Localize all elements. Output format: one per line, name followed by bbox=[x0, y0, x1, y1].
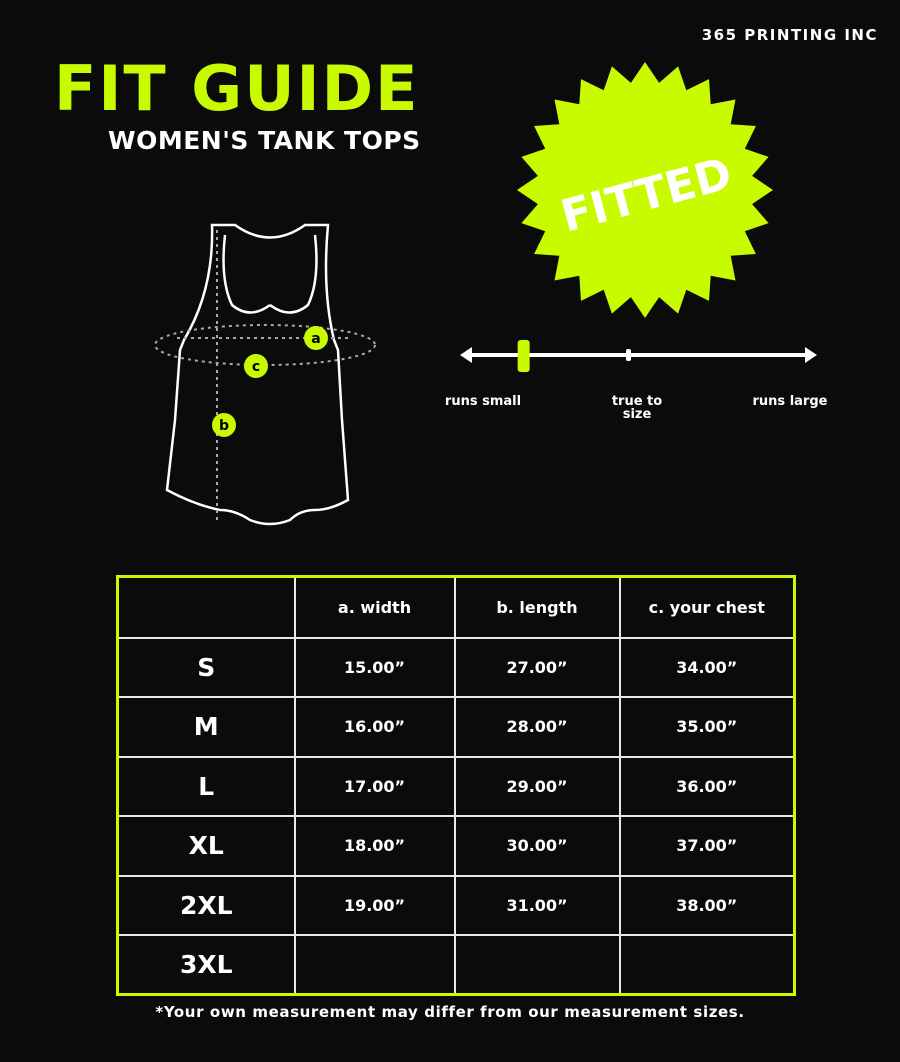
table-row: XL 18.00” 30.00” 37.00” bbox=[117, 815, 795, 877]
measure-label-c: c bbox=[244, 354, 268, 378]
measure-label-b: b bbox=[212, 413, 236, 437]
measurement-cell: 36.00” bbox=[618, 755, 795, 817]
size-cell: L bbox=[117, 755, 296, 817]
measurement-cell: 27.00” bbox=[453, 636, 621, 698]
arrow-left-icon bbox=[460, 347, 472, 363]
scale-label-large: runs large bbox=[752, 394, 828, 409]
scale-label-small: runs small bbox=[444, 394, 522, 409]
size-cell: 2XL bbox=[117, 874, 296, 936]
measurement-cell bbox=[453, 934, 621, 995]
measurement-cell: 30.00” bbox=[453, 815, 621, 877]
fitted-badge: FITTED bbox=[517, 62, 773, 318]
brand-name: 365 PRINTING INC bbox=[701, 26, 878, 44]
measurement-cell: 38.00” bbox=[618, 874, 795, 936]
measurement-cell: 18.00” bbox=[293, 815, 456, 877]
measurement-cell: 34.00” bbox=[618, 636, 795, 698]
size-cell: XL bbox=[117, 815, 296, 877]
measurement-cell: 16.00” bbox=[293, 696, 456, 758]
table-row: 3XL bbox=[117, 934, 795, 995]
label-b: b bbox=[219, 418, 229, 434]
header-cell: b. length bbox=[453, 576, 621, 639]
size-cell: 3XL bbox=[117, 934, 296, 995]
measurement-cell: 35.00” bbox=[618, 696, 795, 758]
page-title: FIT GUIDE bbox=[54, 52, 420, 125]
measurement-cell: 19.00” bbox=[293, 874, 456, 936]
measurement-cell bbox=[293, 934, 456, 995]
fit-marker bbox=[517, 340, 530, 372]
measurement-cell: 29.00” bbox=[453, 755, 621, 817]
measurement-cell: 28.00” bbox=[453, 696, 621, 758]
tank-outline bbox=[165, 223, 350, 526]
measure-lines bbox=[154, 230, 376, 520]
measurement-cell: 31.00” bbox=[453, 874, 621, 936]
arrow-right-icon bbox=[805, 347, 817, 363]
measurement-cell: 15.00” bbox=[293, 636, 456, 698]
header-cell: c. your chest bbox=[618, 576, 795, 639]
disclaimer-note: *Your own measurement may differ from ou… bbox=[155, 1003, 745, 1021]
label-a: a bbox=[311, 331, 320, 347]
table-row: S 15.00” 27.00” 34.00” bbox=[117, 636, 795, 698]
fit-scale bbox=[460, 340, 817, 372]
measurement-cell: 37.00” bbox=[618, 815, 795, 877]
scale-label-true: true to size bbox=[611, 394, 663, 422]
size-cell: M bbox=[117, 696, 296, 758]
measurement-cell: 17.00” bbox=[293, 755, 456, 817]
header-cell: a. width bbox=[293, 576, 456, 639]
table-row: M 16.00” 28.00” 35.00” bbox=[117, 696, 795, 758]
table-row: 2XL 19.00” 31.00” 38.00” bbox=[117, 874, 795, 936]
header-cell bbox=[117, 576, 296, 639]
measurement-cell bbox=[618, 934, 795, 995]
tank-top-diagram: a c b bbox=[154, 223, 376, 526]
table-header-row: a. width b. length c. your chest bbox=[117, 576, 795, 639]
size-cell: S bbox=[117, 636, 296, 698]
table-row: L 17.00” 29.00” 36.00” bbox=[117, 755, 795, 817]
size-table: a. width b. length c. your chest S 15.00”… bbox=[116, 575, 796, 996]
starburst-shape bbox=[517, 62, 773, 318]
scale-midpoint bbox=[626, 349, 631, 361]
label-c: c bbox=[252, 359, 260, 375]
page-subtitle: WOMEN'S TANK TOPS bbox=[108, 126, 421, 155]
measure-label-a: a bbox=[304, 326, 328, 350]
